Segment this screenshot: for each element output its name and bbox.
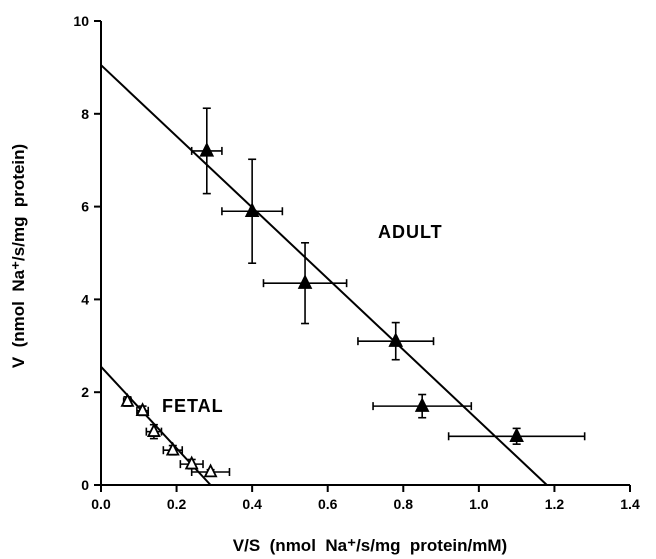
data-point: [190, 107, 223, 195]
data-point: [145, 423, 163, 440]
fit-line: [100, 64, 548, 486]
x-tick-label: 1.4: [620, 496, 640, 512]
open-triangle-marker: [120, 392, 135, 407]
data-point: [372, 393, 473, 419]
open-triangle-marker: [146, 423, 161, 437]
y-tick-label: 2: [81, 384, 89, 400]
filled-triangle-marker: [199, 142, 215, 157]
data-point: [357, 321, 435, 361]
x-tick-label: 1.2: [545, 496, 565, 512]
data-point: [120, 392, 135, 407]
data-point: [447, 427, 586, 445]
fit-lines: [100, 64, 548, 486]
filled-triangle-marker: [388, 332, 404, 347]
open-triangle-marker: [135, 402, 150, 417]
filled-triangle-marker: [509, 427, 524, 442]
x-tick-label: 1.0: [469, 496, 489, 512]
filled-triangle-marker: [297, 274, 313, 289]
y-tick-label: 6: [81, 199, 89, 215]
annotation-fetal: FETAL: [162, 396, 224, 416]
y-tick-label: 0: [81, 477, 89, 493]
y-tick-label: 8: [81, 106, 89, 122]
open-triangle-marker: [203, 463, 218, 478]
filled-triangle-marker: [414, 397, 430, 412]
data-point: [179, 455, 204, 470]
x-tick-label: 0.6: [318, 496, 338, 512]
data-point: [162, 441, 184, 456]
data-point: [190, 463, 231, 478]
x-tick-label: 0.0: [91, 496, 111, 512]
y-axis-title: V (nmol Na⁺/s/mg protein): [9, 144, 28, 368]
open-triangle-marker: [165, 441, 180, 456]
x-tick-label: 0.2: [167, 496, 187, 512]
filled-triangle-marker: [244, 202, 260, 217]
data-point: [262, 241, 348, 325]
x-tick-label: 0.8: [394, 496, 414, 512]
y-tick-label: 4: [81, 291, 89, 307]
x-axis-title: V/S (nmol Na⁺/s/mg protein/mM): [233, 536, 507, 555]
y-tick-label: 10: [73, 13, 89, 29]
data-point: [135, 402, 150, 417]
axes: 0.0 0.2 0.4 0.6 0.8 1.0 1.2 1.4 0 2 4 6 8 10: [73, 13, 640, 512]
annotation-adult: ADULT: [378, 222, 443, 242]
x-tick-label: 0.4: [242, 496, 262, 512]
data-point: [221, 158, 284, 265]
data-points: [120, 107, 586, 478]
